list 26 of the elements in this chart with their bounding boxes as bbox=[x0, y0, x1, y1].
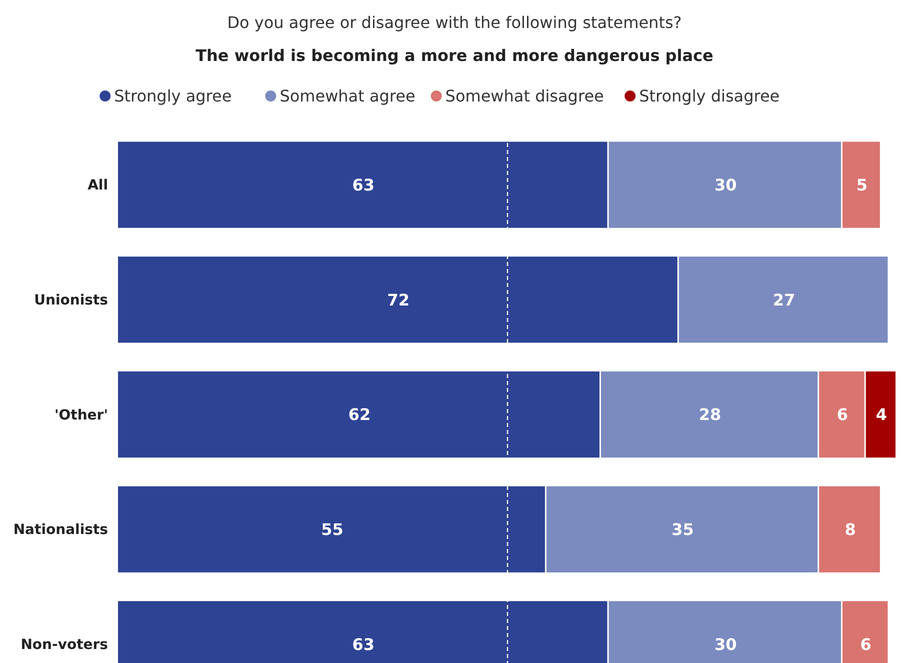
data-label: 62 bbox=[348, 405, 371, 424]
data-label: 55 bbox=[321, 520, 344, 539]
chart-title: The world is becoming a more and more dangerous place bbox=[196, 46, 714, 65]
data-label: 30 bbox=[714, 634, 737, 654]
y-tick-label: Non-voters bbox=[20, 637, 108, 654]
legend-label: Strongly disagree bbox=[639, 86, 780, 106]
y-tick-label: 'Other' bbox=[54, 407, 108, 424]
data-label: 63 bbox=[352, 175, 375, 194]
data-label: 8 bbox=[844, 520, 856, 539]
data-label: 6 bbox=[860, 634, 872, 654]
data-label: 6 bbox=[836, 405, 848, 424]
data-label: 4 bbox=[876, 405, 887, 424]
data-label: 27 bbox=[772, 290, 796, 310]
legend-label: Somewhat disagree bbox=[445, 86, 604, 106]
chart-subtitle: Do you agree or disagree with the following statements? bbox=[227, 13, 682, 32]
data-label: 30 bbox=[714, 175, 737, 194]
data-label: 28 bbox=[698, 405, 722, 424]
data-label: 63 bbox=[352, 634, 375, 654]
y-tick-label: Nationalists bbox=[13, 522, 108, 538]
legend-label: Strongly agree bbox=[114, 86, 232, 106]
y-tick-label: Unionists bbox=[34, 292, 108, 309]
data-label: 35 bbox=[672, 520, 694, 539]
y-tick-label: All bbox=[88, 178, 108, 194]
data-label: 5 bbox=[856, 175, 868, 194]
data-label: 72 bbox=[387, 290, 410, 310]
legend-label: Somewhat agree bbox=[280, 86, 416, 106]
